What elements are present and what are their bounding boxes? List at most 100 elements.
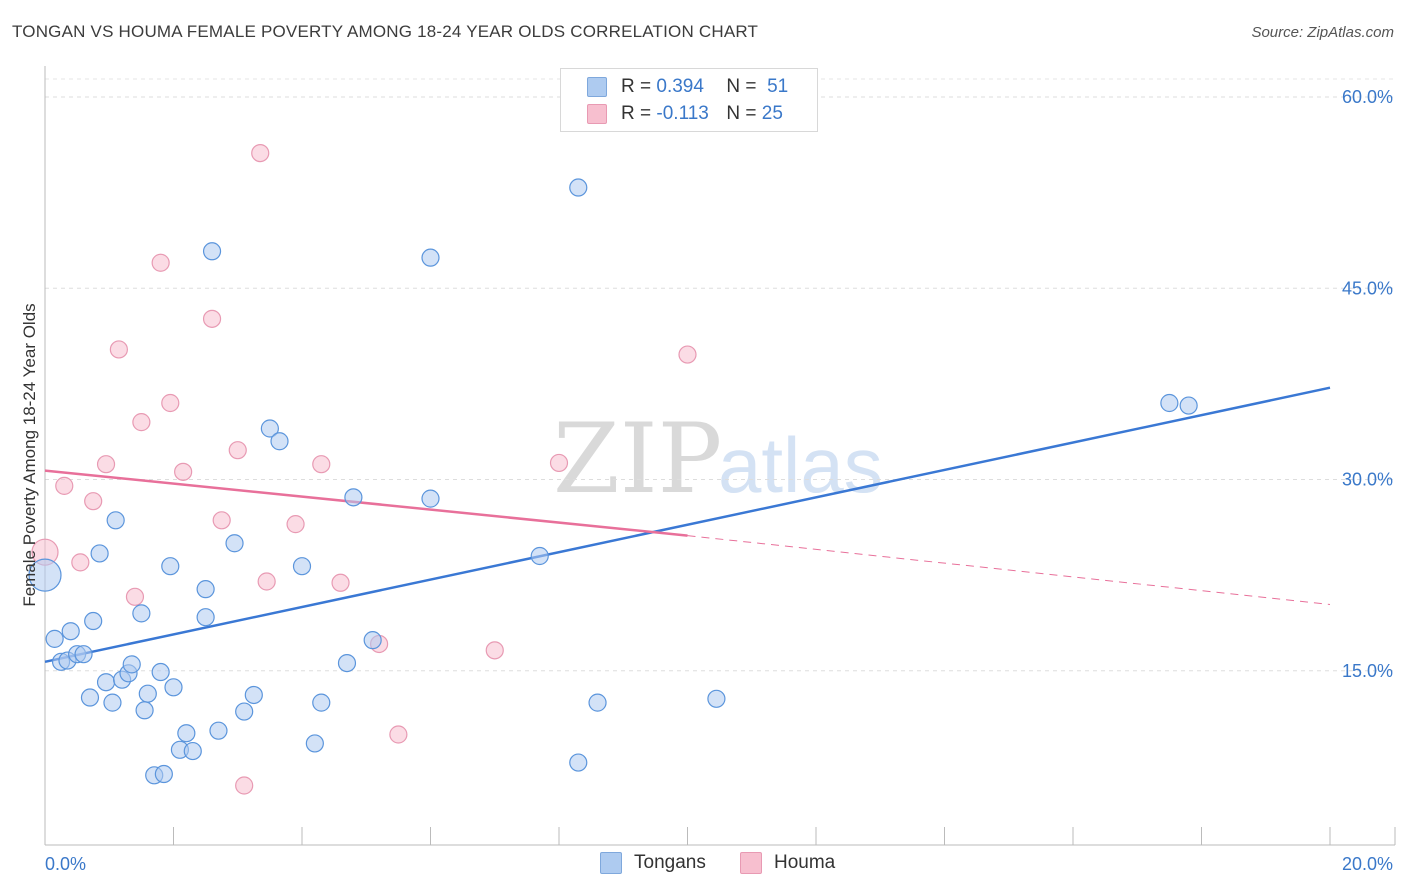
data-point-houma <box>389 725 408 744</box>
data-point-houma <box>125 587 145 606</box>
data-point-tongans <box>106 511 125 530</box>
trend-lines <box>44 386 1331 664</box>
data-point-houma <box>549 453 569 473</box>
data-point-tongans <box>292 557 312 576</box>
data-point-tongans <box>1179 396 1198 415</box>
data-point-houma <box>485 641 504 660</box>
data-point-houma <box>96 455 116 474</box>
data-point-tongans <box>337 653 357 673</box>
axes <box>44 66 1396 846</box>
data-point-houma <box>212 511 231 530</box>
data-point-tongans <box>132 604 151 623</box>
bottom-legend-tongans: Tongans <box>600 852 706 874</box>
data-point-houma <box>109 340 128 359</box>
data-point-tongans <box>305 734 324 753</box>
legend-row-tongans: R = 0.394 N = 51 <box>587 75 788 99</box>
data-point-tongans <box>164 678 183 697</box>
data-point-tongans <box>61 622 80 641</box>
legend-n-label: N = <box>726 76 757 97</box>
trend-line-tongans <box>44 386 1331 664</box>
data-point-houma <box>174 462 193 481</box>
legend-swatch-houma <box>587 104 607 124</box>
data-point-tongans <box>74 645 93 664</box>
data-point-tongans <box>90 544 109 563</box>
data-point-tongans <box>103 693 122 712</box>
data-point-tongans <box>344 488 363 507</box>
trend-line-houma-extension <box>687 535 1331 605</box>
data-point-tongans <box>161 557 180 576</box>
data-point-tongans <box>183 741 202 761</box>
data-point-tongans <box>244 685 263 705</box>
data-point-tongans <box>312 693 331 712</box>
trend-line-houma <box>44 469 688 537</box>
source-credit: Source: ZipAtlas.com <box>1251 24 1394 41</box>
correlation-legend: R = 0.394 N = 51 R = -0.113 N = 25 <box>560 68 818 132</box>
data-point-tongans <box>1160 393 1179 413</box>
legend-r-label: R = <box>621 103 652 124</box>
bottom-legend-swatch-tongans <box>600 852 622 874</box>
y-axis-label: Female Poverty Among 18-24 Year Olds <box>20 303 39 607</box>
data-point-tongans <box>151 662 170 682</box>
x-tick-label: 0.0% <box>45 854 86 874</box>
watermark-zip: ZIP <box>553 403 722 515</box>
data-point-tongans <box>209 721 228 740</box>
data-point-tongans <box>530 546 549 566</box>
data-point-houma <box>71 553 90 572</box>
data-point-houma <box>161 393 180 413</box>
legend-n-value-tongans: 51 <box>767 76 789 97</box>
data-point-houma <box>151 253 170 272</box>
legend-n-value-houma: 25 <box>761 103 783 124</box>
chart-title: TONGAN VS HOUMA FEMALE POVERTY AMONG 18-… <box>12 22 759 41</box>
tick-labels: 15.0% 30.0% 45.0% 60.0% 0.0% 20.0% <box>45 87 1393 874</box>
bottom-legend-label-tongans: Tongans <box>634 852 706 873</box>
legend-r-value-houma: -0.113 <box>656 103 709 124</box>
data-point-tongans <box>225 534 244 553</box>
bottom-legend-houma: Houma <box>740 852 835 874</box>
data-point-tongans <box>202 242 222 261</box>
data-point-tongans <box>84 611 103 631</box>
data-point-houma <box>235 776 254 795</box>
data-point-tongans <box>569 753 588 772</box>
x-tick-label: 20.0% <box>1342 854 1393 874</box>
watermark-atlas: atlas <box>718 421 883 509</box>
data-point-tongans <box>196 608 215 627</box>
legend-swatch-tongans <box>587 77 607 97</box>
legend-n-label: N = <box>726 103 757 124</box>
gridlines <box>45 78 1395 672</box>
data-point-houma <box>132 413 151 432</box>
data-point-tongans <box>122 655 141 674</box>
data-point-houma <box>257 572 276 591</box>
data-point-tongans <box>154 764 173 784</box>
data-point-tongans <box>421 248 440 267</box>
watermark: ZIP atlas <box>553 403 883 515</box>
data-point-tongans <box>363 631 382 650</box>
data-point-houma <box>286 515 305 534</box>
data-point-tongans <box>569 178 588 197</box>
legend-row-houma: R = -0.113 N = 25 <box>587 102 783 126</box>
data-point-tongans <box>588 693 607 712</box>
data-point-houma <box>55 476 74 495</box>
data-point-tongans <box>707 689 726 708</box>
data-point-houma <box>202 309 222 328</box>
data-point-tongans <box>270 432 289 451</box>
data-point-houma <box>312 455 331 474</box>
legend-r-value-tongans: 0.394 <box>656 76 704 97</box>
data-point-houma <box>251 144 270 163</box>
bottom-legend-swatch-houma <box>740 852 762 874</box>
data-point-tongans <box>138 684 157 703</box>
data-point-tongans <box>421 489 440 508</box>
data-point-tongans <box>80 688 100 707</box>
data-point-houma <box>331 573 350 592</box>
data-point-tongans <box>260 419 279 438</box>
y-tick-label: 15.0% <box>1342 661 1393 681</box>
data-point-houma <box>678 345 697 364</box>
data-point-tongans <box>45 629 64 648</box>
data-point-tongans <box>177 724 196 743</box>
data-points <box>28 144 1198 795</box>
data-point-tongans <box>28 558 62 592</box>
y-tick-label: 30.0% <box>1342 470 1393 490</box>
data-point-tongans <box>196 580 215 599</box>
legend-r-label: R = <box>621 76 652 97</box>
bottom-legend-label-houma: Houma <box>774 852 836 873</box>
